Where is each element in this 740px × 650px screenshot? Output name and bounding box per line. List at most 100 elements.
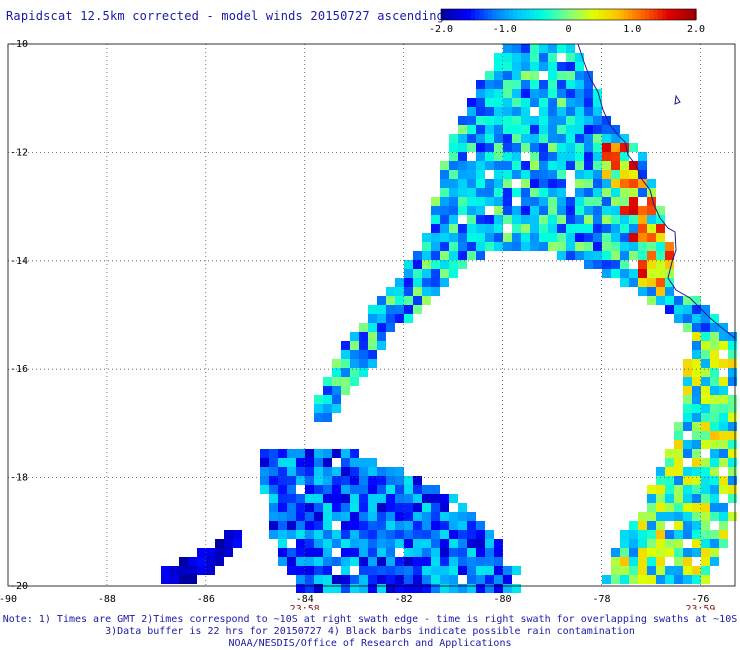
wind-cell xyxy=(638,170,647,179)
wind-cell xyxy=(494,134,503,143)
wind-cell xyxy=(431,233,440,242)
wind-cell xyxy=(359,467,368,476)
wind-cell xyxy=(728,404,737,413)
wind-cell xyxy=(584,71,593,80)
wind-cell xyxy=(179,557,188,566)
wind-cell xyxy=(539,134,548,143)
wind-cell xyxy=(620,206,629,215)
wind-cell xyxy=(557,242,566,251)
wind-cell xyxy=(629,170,638,179)
lon-tick-label: -78 xyxy=(592,594,610,605)
wind-cell xyxy=(278,494,287,503)
wind-cell xyxy=(287,530,296,539)
wind-cell xyxy=(701,386,710,395)
wind-cell xyxy=(494,143,503,152)
wind-cell xyxy=(332,575,341,584)
wind-cell xyxy=(341,512,350,521)
wind-cell xyxy=(593,197,602,206)
lon-tick-label: -80 xyxy=(494,594,512,605)
wind-cell xyxy=(647,233,656,242)
wind-cell xyxy=(521,242,530,251)
wind-cell xyxy=(656,215,665,224)
wind-cell xyxy=(548,170,557,179)
wind-cell xyxy=(494,197,503,206)
wind-cell xyxy=(683,296,692,305)
wind-cell xyxy=(512,161,521,170)
wind-cell xyxy=(719,323,728,332)
wind-cell xyxy=(350,557,359,566)
wind-cell xyxy=(566,80,575,89)
colorbar-segment xyxy=(513,9,519,20)
wind-cell xyxy=(386,503,395,512)
wind-cell xyxy=(458,161,467,170)
wind-cell xyxy=(647,521,656,530)
wind-cell xyxy=(656,575,665,584)
wind-cell xyxy=(341,566,350,575)
wind-cell xyxy=(296,503,305,512)
wind-cell xyxy=(665,467,674,476)
wind-cell xyxy=(692,539,701,548)
wind-cell xyxy=(314,575,323,584)
colorbar-tick-label: -2.0 xyxy=(429,24,453,35)
wind-cell xyxy=(296,467,305,476)
wind-cell xyxy=(647,566,656,575)
wind-cell xyxy=(449,575,458,584)
wind-cell xyxy=(530,53,539,62)
wind-cell xyxy=(656,566,665,575)
wind-cell xyxy=(539,80,548,89)
wind-cell xyxy=(278,467,287,476)
wind-cell xyxy=(413,566,422,575)
wind-cell xyxy=(530,197,539,206)
wind-cell xyxy=(665,512,674,521)
wind-cell xyxy=(548,107,557,116)
wind-cell xyxy=(413,521,422,530)
wind-cell xyxy=(548,197,557,206)
wind-cell xyxy=(341,476,350,485)
wind-cell xyxy=(530,71,539,80)
wind-cell xyxy=(647,530,656,539)
wind-cell xyxy=(674,449,683,458)
wind-cell xyxy=(377,512,386,521)
wind-cell xyxy=(404,548,413,557)
wind-cell xyxy=(278,530,287,539)
wind-cell xyxy=(494,566,503,575)
wind-cell xyxy=(656,485,665,494)
wind-cell xyxy=(512,233,521,242)
colorbar-segment xyxy=(611,9,616,20)
wind-cell xyxy=(458,548,467,557)
wind-cell xyxy=(521,125,530,134)
wind-cell xyxy=(422,260,431,269)
wind-cell xyxy=(494,71,503,80)
wind-cell xyxy=(350,476,359,485)
colorbar-segment xyxy=(619,9,625,20)
colorbar-segment xyxy=(602,9,608,20)
lat-tick-label: -10 xyxy=(10,39,28,50)
wind-cell xyxy=(467,170,476,179)
wind-cell xyxy=(557,233,566,242)
wind-cell xyxy=(359,530,368,539)
wind-cell xyxy=(512,98,521,107)
wind-cell xyxy=(440,557,449,566)
wind-cell xyxy=(692,395,701,404)
wind-cell xyxy=(647,287,656,296)
wind-cell xyxy=(485,71,494,80)
wind-cell xyxy=(359,323,368,332)
wind-cell xyxy=(269,503,278,512)
wind-cell xyxy=(548,125,557,134)
wind-cell xyxy=(458,170,467,179)
wind-cell xyxy=(368,305,377,314)
wind-cell xyxy=(494,152,503,161)
wind-cell xyxy=(341,530,350,539)
wind-cell xyxy=(287,494,296,503)
wind-cell xyxy=(521,62,530,71)
wind-cell xyxy=(548,80,557,89)
wind-cell xyxy=(566,107,575,116)
wind-cell xyxy=(701,341,710,350)
wind-cell xyxy=(305,494,314,503)
wind-cell xyxy=(476,206,485,215)
wind-cell xyxy=(683,548,692,557)
wind-cell xyxy=(458,224,467,233)
wind-cell xyxy=(467,251,476,260)
wind-cell xyxy=(539,62,548,71)
wind-cell xyxy=(656,251,665,260)
